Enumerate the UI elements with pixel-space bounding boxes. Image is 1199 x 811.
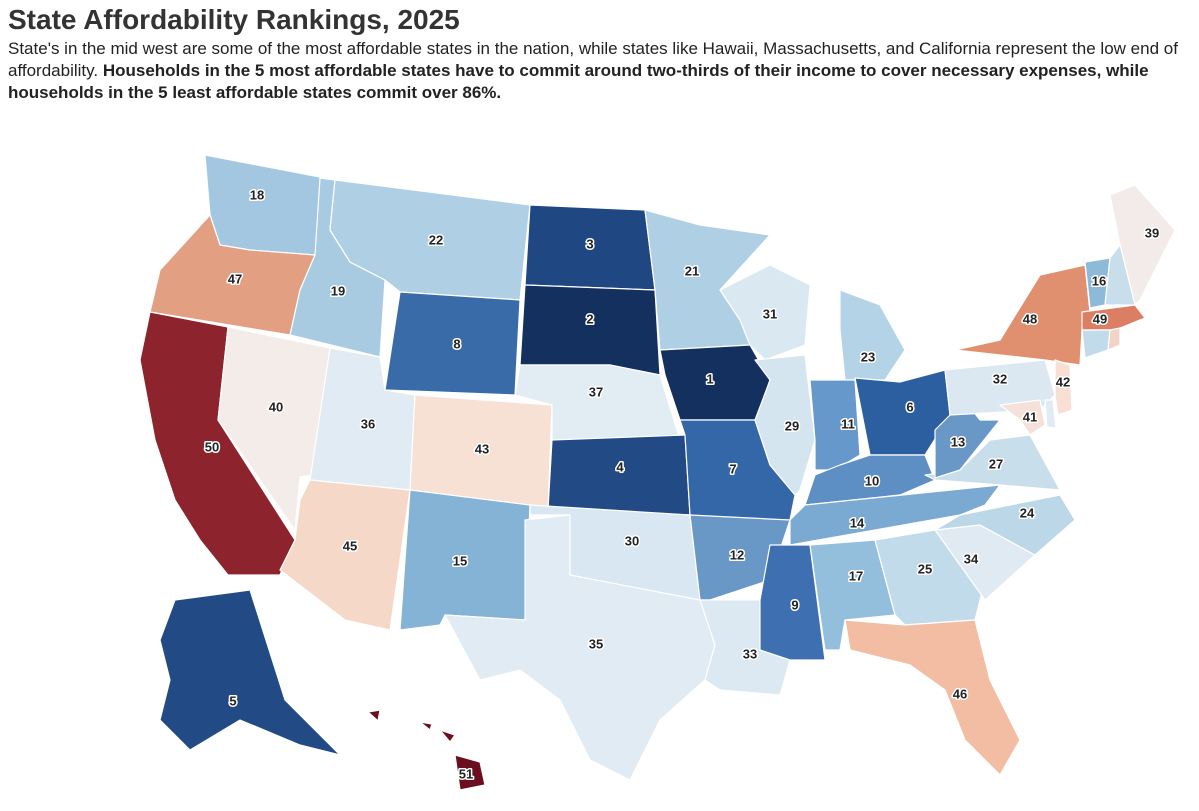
state-shape bbox=[547, 434, 691, 516]
state-shape bbox=[1044, 399, 1057, 429]
state-rank-label: 41 bbox=[1023, 409, 1037, 424]
title: State Affordability Rankings, 2025 bbox=[8, 4, 460, 35]
state-shape bbox=[659, 344, 771, 421]
state-shape-part bbox=[419, 721, 433, 731]
state-shape bbox=[934, 494, 1076, 556]
state-shape bbox=[454, 754, 486, 791]
state-rank-label: 10 bbox=[865, 473, 879, 488]
state-shape bbox=[839, 289, 906, 381]
state-shape bbox=[1054, 359, 1073, 416]
state-rank-label: 31 bbox=[763, 306, 777, 321]
state-shape bbox=[844, 619, 1021, 776]
state-shape-part bbox=[367, 709, 381, 722]
state-rank-label: 29 bbox=[785, 418, 799, 433]
state-rank-label: 3 bbox=[586, 236, 593, 251]
state-rank-label: 34 bbox=[964, 551, 979, 566]
subtitle: State's in the mid west are some of the … bbox=[8, 38, 1193, 104]
state-shape bbox=[719, 264, 811, 361]
subtitle-text: State's in the mid west are some of the … bbox=[8, 39, 1178, 80]
state-rank-label: 12 bbox=[730, 547, 744, 562]
state-shape bbox=[924, 434, 1061, 491]
state-rank-label: 5 bbox=[229, 693, 236, 708]
state-rank-label: 16 bbox=[1092, 273, 1106, 288]
state-rank-label: 14 bbox=[850, 515, 865, 530]
state-shape bbox=[444, 514, 716, 781]
state-rank-label: 6 bbox=[906, 399, 913, 414]
state-shape bbox=[754, 354, 816, 496]
state-rank-label: 40 bbox=[269, 399, 283, 414]
state-shape bbox=[519, 284, 661, 376]
state-rank-label: 24 bbox=[1020, 505, 1035, 520]
state-rank-label: 50 bbox=[205, 439, 219, 454]
state-rank-label: 23 bbox=[861, 349, 875, 364]
state-shape bbox=[1081, 329, 1111, 359]
state-rank-label: 36 bbox=[361, 416, 375, 431]
state-rank-label: 21 bbox=[685, 263, 699, 278]
state-rank-label: 27 bbox=[989, 456, 1003, 471]
state-rank-label: 33 bbox=[743, 646, 757, 661]
state-rank-label: 22 bbox=[429, 232, 443, 247]
state-shape bbox=[204, 154, 326, 256]
state-rank-label: 2 bbox=[586, 311, 593, 326]
state-rank-label: 18 bbox=[250, 187, 264, 202]
labels: 1847504019228364345153237430352117123393… bbox=[203, 186, 1160, 783]
state-shape bbox=[789, 484, 1001, 546]
state-rank-label: 46 bbox=[953, 686, 967, 701]
state-shape-part bbox=[439, 729, 456, 743]
state-rank-label: 47 bbox=[228, 271, 242, 286]
state-rank-label: 15 bbox=[453, 553, 467, 568]
state-rank-label: 43 bbox=[475, 441, 489, 456]
state-rank-label: 48 bbox=[1023, 311, 1037, 326]
state-rank-label: 37 bbox=[589, 384, 603, 399]
state-rank-label: 1 bbox=[706, 371, 713, 386]
state-rank-label: 4 bbox=[616, 459, 624, 474]
state-rank-label: 49 bbox=[1093, 311, 1107, 326]
state-shape bbox=[279, 479, 411, 631]
state-rank-label: 39 bbox=[1145, 225, 1159, 240]
state-rank-label: 32 bbox=[993, 371, 1007, 386]
state-rank-label: 51 bbox=[459, 766, 473, 781]
state-rank-label: 7 bbox=[729, 461, 736, 476]
state-rank-label: 11 bbox=[841, 416, 855, 431]
state-rank-label: 35 bbox=[589, 636, 603, 651]
state-rank-label: 13 bbox=[951, 434, 965, 449]
state-shape bbox=[1107, 327, 1121, 351]
state-rank-label: 8 bbox=[453, 336, 460, 351]
state-rank-label: 30 bbox=[625, 533, 639, 548]
state-shape bbox=[1081, 304, 1146, 331]
state-shape bbox=[329, 179, 531, 301]
state-rank-label: 9 bbox=[791, 597, 798, 612]
header: State Affordability Rankings, 2025 State… bbox=[8, 4, 1193, 104]
state-shape bbox=[999, 399, 1046, 436]
state-rank-label: 17 bbox=[849, 568, 863, 583]
state-rank-label: 45 bbox=[343, 538, 357, 553]
state-rank-label: 25 bbox=[918, 561, 932, 576]
state-rank-label: 42 bbox=[1056, 374, 1070, 389]
subtitle-bold: Households in the 5 most affordable stat… bbox=[8, 61, 1149, 102]
state-shape bbox=[1104, 244, 1136, 306]
state-rank-label: 19 bbox=[331, 283, 345, 298]
states bbox=[139, 154, 1176, 791]
state-shape bbox=[159, 589, 341, 756]
